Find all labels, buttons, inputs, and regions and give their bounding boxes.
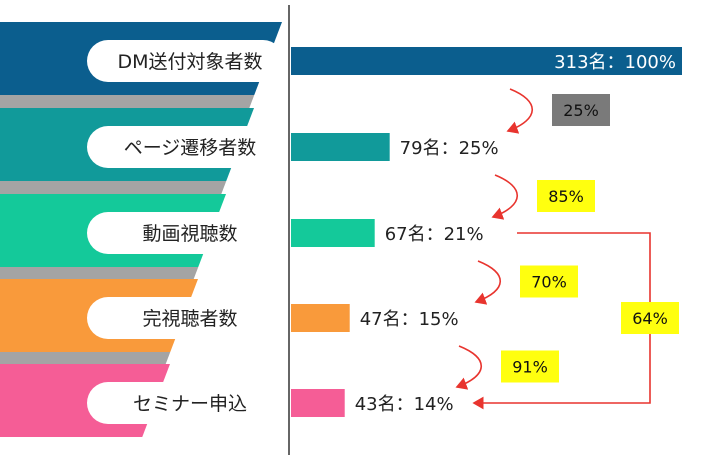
bar xyxy=(291,219,375,247)
funnel-separator xyxy=(0,95,255,108)
conversion-arrows: 25% 85% 70% 91% 64% xyxy=(455,88,679,410)
conversion-arrow xyxy=(506,88,534,134)
conversion-arrow xyxy=(474,260,502,305)
conversion-label: 85% xyxy=(548,187,584,206)
stage-label: 動画視聴数 xyxy=(142,223,237,245)
bars: 313名：100% 79名：25% 67名：21% 47名：15% 43名：14% xyxy=(291,47,682,417)
stage-pill xyxy=(87,212,284,254)
bar-value-label: 79名：25% xyxy=(400,138,499,159)
stage-pill xyxy=(87,297,284,339)
stage-label: 完視聴者数 xyxy=(142,308,237,330)
bar-value-label: 67名：21% xyxy=(385,224,484,245)
bar-value-label: 43名：14% xyxy=(355,394,454,415)
bar-value-label: 313名：100% xyxy=(554,52,676,73)
bar-value-label: 47名：15% xyxy=(360,309,459,330)
bar xyxy=(291,47,682,75)
funnel-separator xyxy=(0,267,199,280)
funnel-separator xyxy=(0,181,227,194)
stage-label: セミナー申込 xyxy=(133,393,247,415)
stage-pill xyxy=(87,382,284,424)
stage-label: DM送付対象者数 xyxy=(117,51,262,73)
span-conversion-label: 64% xyxy=(632,309,668,328)
funnel-separator xyxy=(0,352,171,365)
conversion-arrow xyxy=(491,174,519,220)
conversion-arrow xyxy=(455,345,483,390)
stage-label: ページ遷移者数 xyxy=(124,137,257,159)
conversion-badge xyxy=(520,265,578,298)
conversion-badge xyxy=(537,180,595,212)
stage-pill xyxy=(87,40,284,82)
conversion-label: 91% xyxy=(512,358,548,377)
bar xyxy=(291,389,345,417)
conversion-badge xyxy=(552,94,610,126)
conversion-badge xyxy=(501,350,559,383)
conversion-label: 70% xyxy=(531,273,567,292)
bar xyxy=(291,133,390,161)
stage-pill xyxy=(87,126,284,168)
bar xyxy=(291,304,350,332)
span-conversion-badge xyxy=(621,302,679,334)
conversion-label: 25% xyxy=(563,101,599,120)
